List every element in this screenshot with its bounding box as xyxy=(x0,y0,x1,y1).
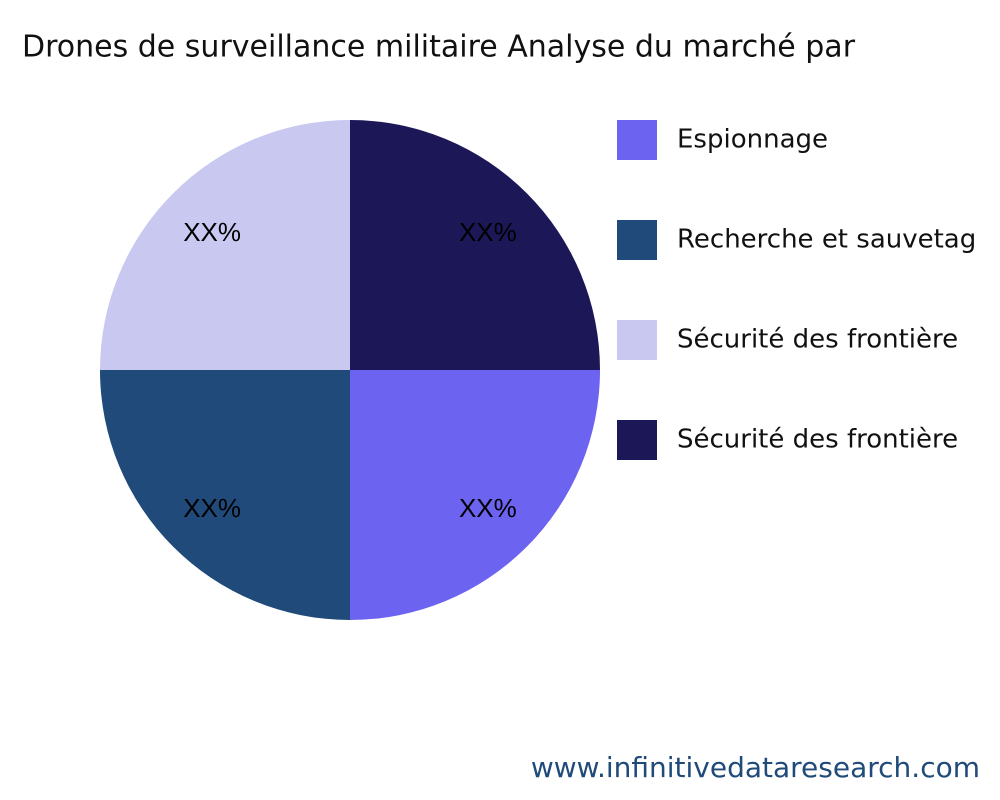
chart-title: Drones de surveillance militaire Analyse… xyxy=(22,30,856,65)
legend-label: Recherche et sauvetag xyxy=(677,225,976,255)
footer: www.infinitivedataresearch.com xyxy=(531,751,980,784)
legend-label: Sécurité des frontière xyxy=(677,425,958,455)
legend-swatch xyxy=(617,220,657,260)
legend-swatch xyxy=(617,320,657,360)
pie-slice xyxy=(100,120,350,370)
legend-label: Sécurité des frontière xyxy=(677,325,958,355)
slice-label: XX% xyxy=(459,493,517,523)
slice-label: XX% xyxy=(183,493,241,523)
slice-label: XX% xyxy=(459,217,517,247)
legend-swatch xyxy=(617,120,657,160)
legend-swatch xyxy=(617,420,657,460)
pie-slice xyxy=(100,370,350,620)
pie-slice xyxy=(350,120,600,370)
slice-label: XX% xyxy=(183,217,241,247)
pie-slice xyxy=(350,370,600,620)
legend-label: Espionnage xyxy=(677,125,828,155)
